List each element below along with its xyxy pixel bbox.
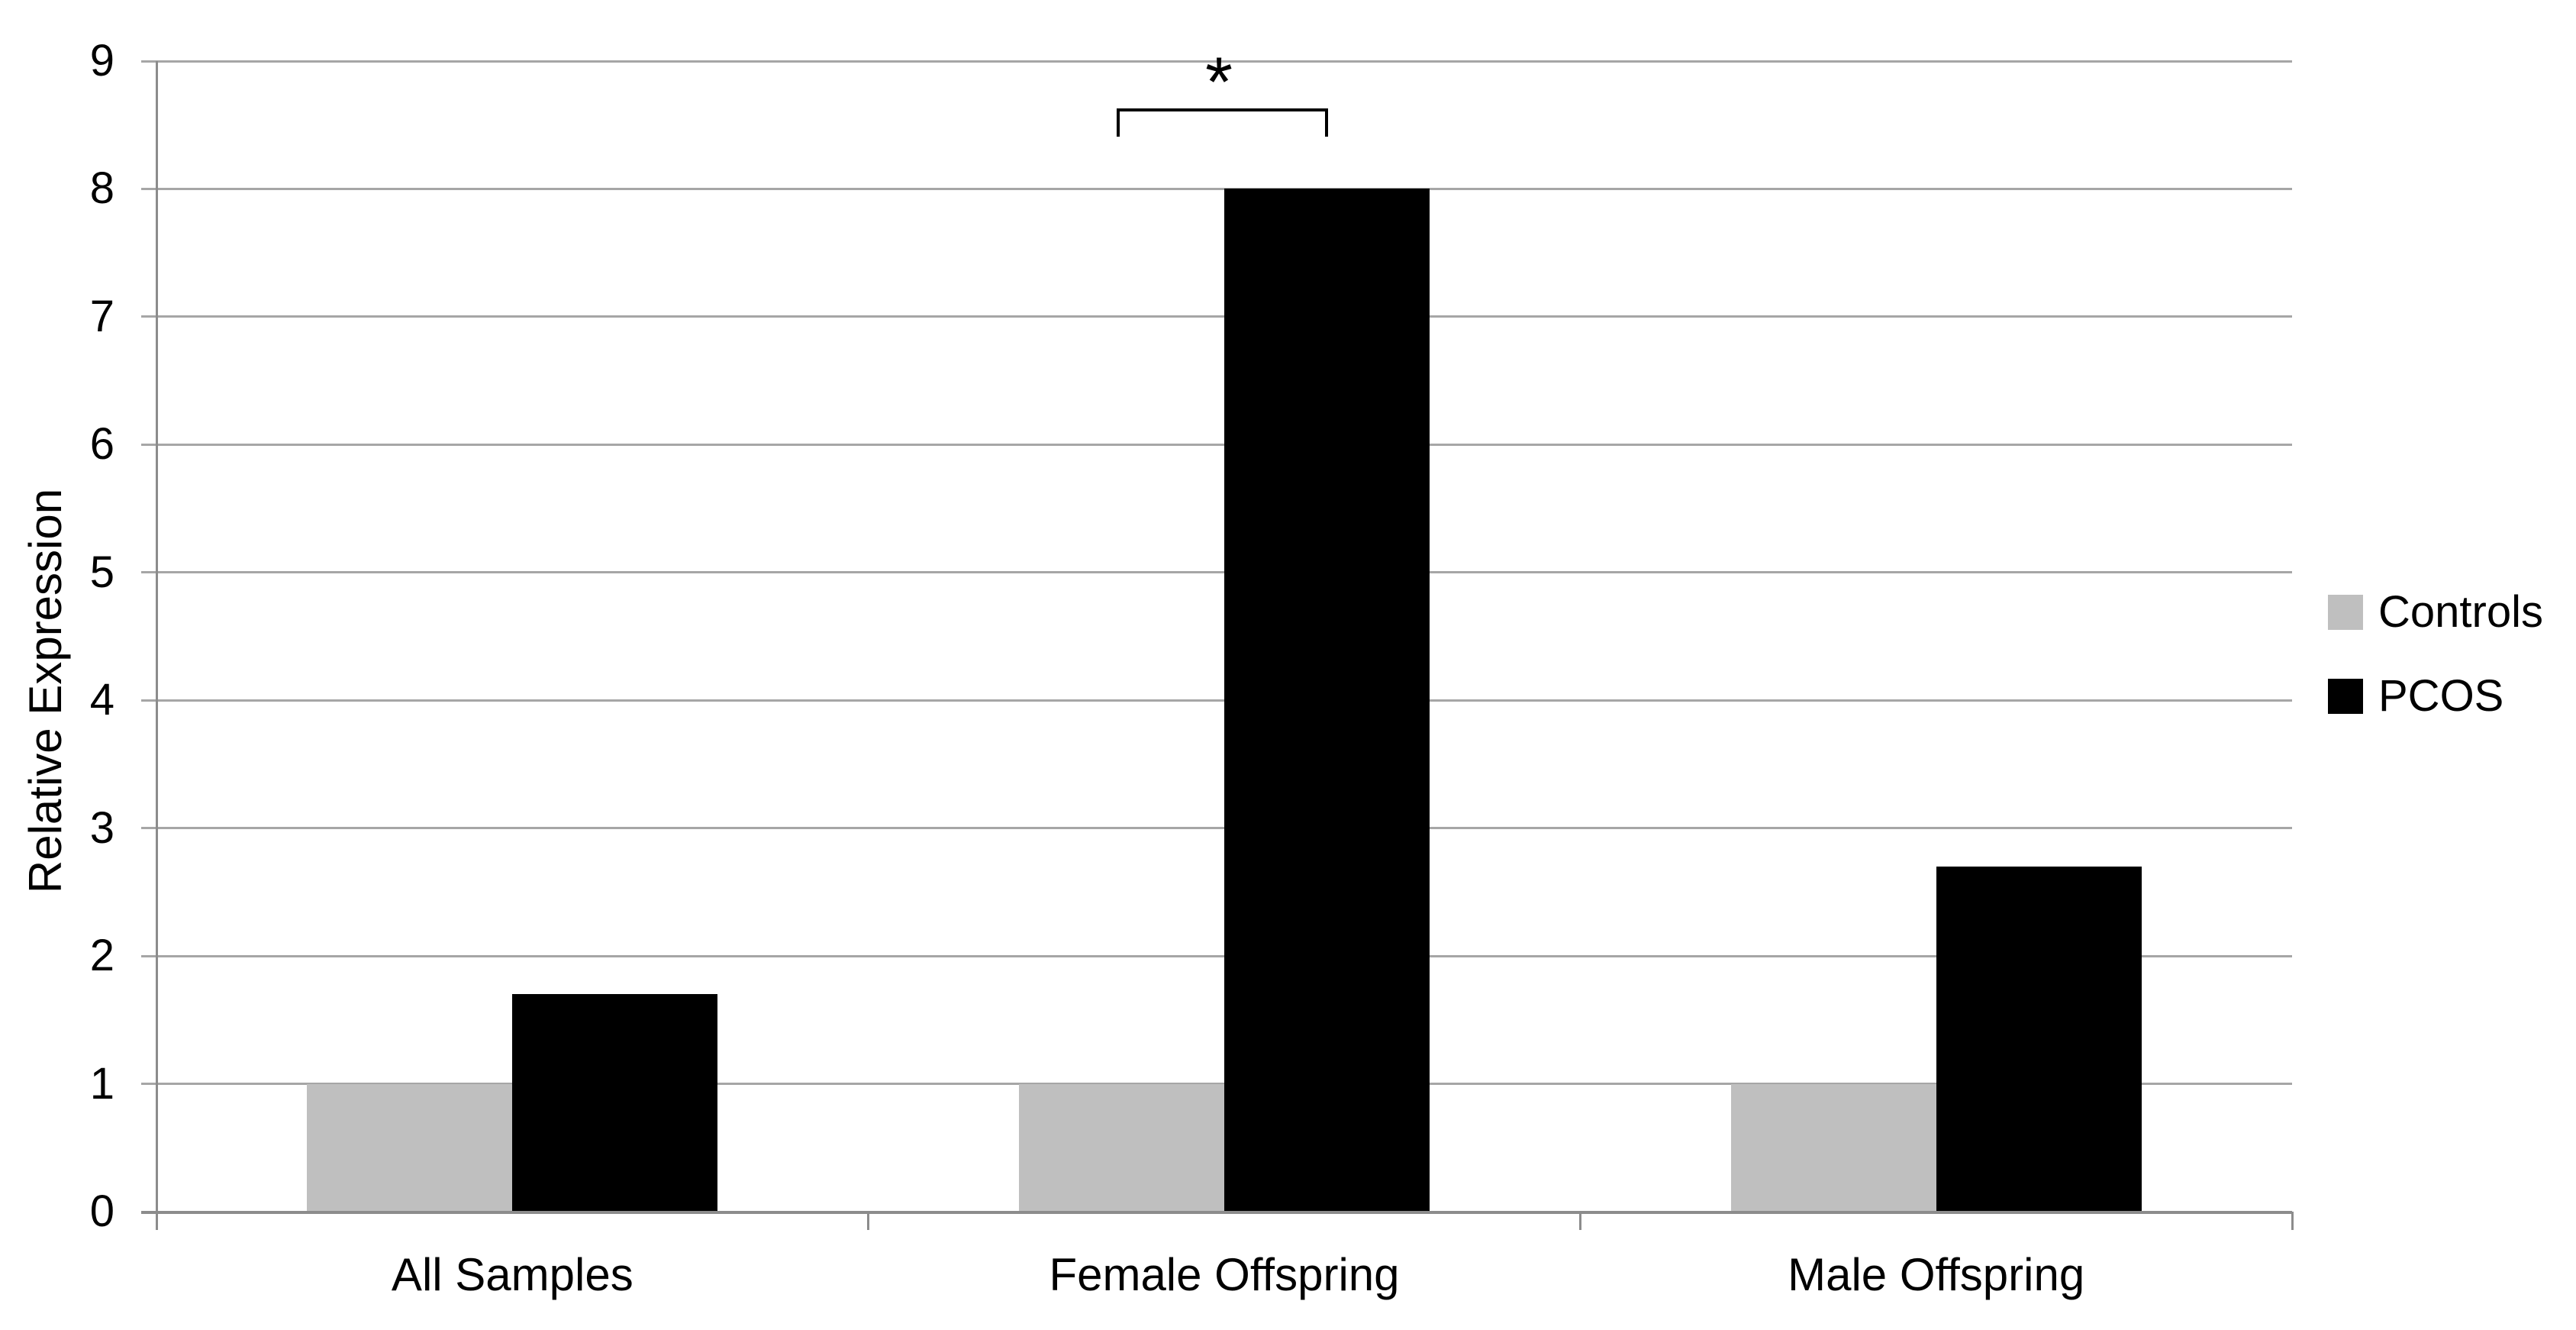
gridline	[141, 443, 2292, 446]
y-tick-label: 4	[89, 675, 114, 725]
significance-asterisk: *	[1205, 44, 1233, 121]
bar-pcos	[512, 994, 718, 1212]
y-tick-label: 5	[89, 547, 114, 597]
category-label: All Samples	[391, 1249, 634, 1300]
legend-swatch-pcos	[2328, 679, 2363, 714]
bar-pcos	[1936, 866, 2142, 1212]
significance-bracket	[1116, 108, 1328, 137]
y-axis-line	[155, 61, 158, 1230]
y-tick-label: 6	[89, 419, 114, 470]
bar-controls	[307, 1083, 513, 1212]
gridline	[141, 60, 2292, 63]
x-axis-line	[141, 1210, 2292, 1214]
y-tick-label: 7	[89, 291, 114, 341]
y-tick-label: 0	[89, 1186, 114, 1236]
gridline	[141, 187, 2292, 190]
bar-controls	[1019, 1083, 1224, 1212]
category-label: Female Offspring	[1049, 1249, 1400, 1300]
y-tick-label: 2	[89, 931, 114, 981]
gridline	[141, 954, 2292, 957]
gridline	[141, 315, 2292, 318]
gridline	[141, 827, 2292, 830]
legend-swatch-controls	[2328, 595, 2363, 630]
legend-item-controls: Controls	[2328, 589, 2543, 635]
bar-pcos	[1224, 189, 1430, 1212]
gridline	[141, 571, 2292, 574]
gridline	[141, 699, 2292, 702]
y-tick-label: 1	[89, 1058, 114, 1109]
bar-controls	[1730, 1083, 1936, 1212]
x-axis-tick	[2291, 1212, 2294, 1230]
legend: Controls PCOS	[2328, 589, 2543, 757]
x-axis-tick	[867, 1212, 870, 1230]
y-tick-label: 9	[89, 36, 114, 86]
y-tick-label: 3	[89, 802, 114, 853]
legend-label: Controls	[2378, 587, 2543, 637]
legend-item-pcos: PCOS	[2328, 673, 2543, 719]
x-axis-tick	[1578, 1212, 1581, 1230]
y-tick-label: 8	[89, 163, 114, 214]
category-label: Male Offspring	[1788, 1249, 2085, 1300]
legend-label: PCOS	[2378, 671, 2504, 721]
